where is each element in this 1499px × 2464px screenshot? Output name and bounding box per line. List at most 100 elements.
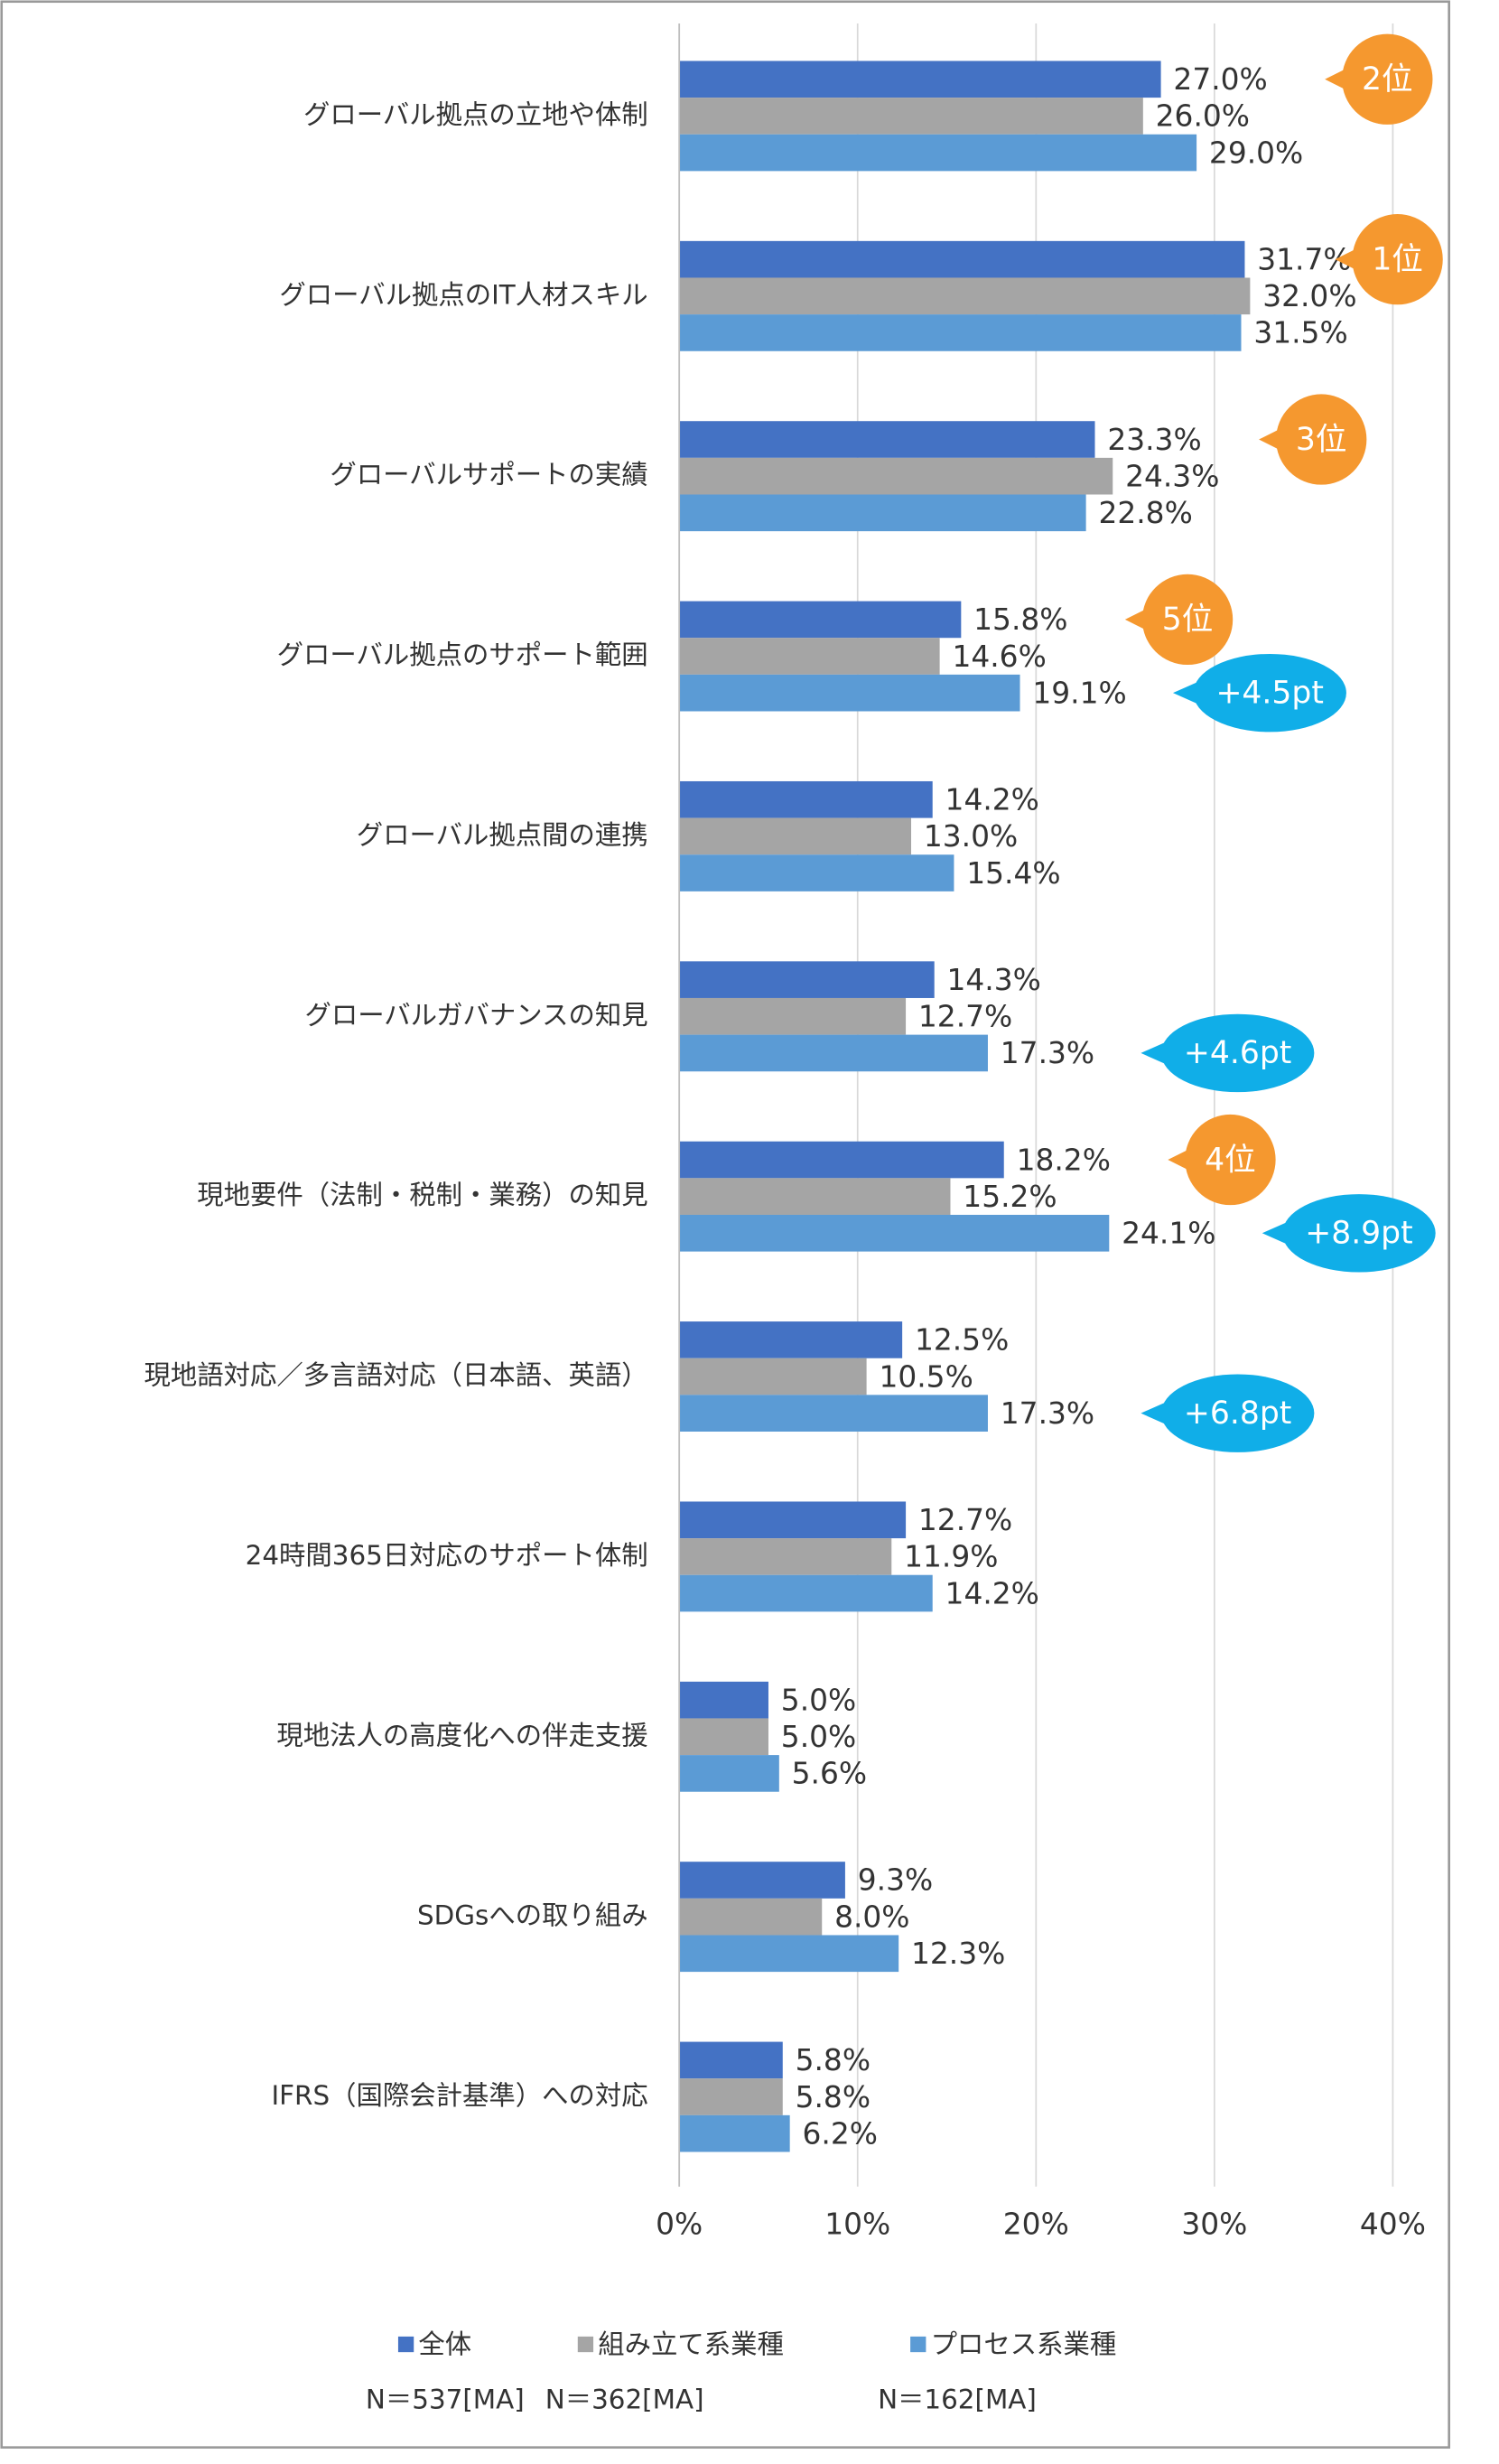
legend-label: プロセス系業種 xyxy=(931,2329,1117,2360)
category-label: 現地法人の高度化への伴走支援 xyxy=(276,1720,647,1750)
value-label: 13.0% xyxy=(924,819,1018,854)
diff-badge xyxy=(1193,653,1346,733)
bar xyxy=(679,98,1143,135)
value-label: 15.8% xyxy=(973,602,1067,637)
legend-label: 組み立て系業種 xyxy=(598,2329,784,2360)
value-label: 17.3% xyxy=(1001,1036,1094,1070)
category-label: グローバルガバナンスの知見 xyxy=(304,1000,647,1031)
value-label: 29.0% xyxy=(1209,135,1303,170)
category-label: SDGsへの取り組み xyxy=(417,1900,648,1931)
category-label: 現地要件（法制・税制・業務）の知見 xyxy=(197,1180,647,1210)
bar xyxy=(679,1395,988,1432)
value-label: 32.0% xyxy=(1262,279,1356,313)
legend-swatch xyxy=(397,2336,414,2353)
value-label: 26.0% xyxy=(1156,99,1250,134)
legend-sample: N＝162[MA] xyxy=(878,2384,1037,2414)
category-label: IFRS（国際会計基準）への対応 xyxy=(271,2080,647,2111)
value-label: 14.2% xyxy=(945,1576,1039,1610)
category-label: グローバルサポートの実績 xyxy=(330,460,647,490)
bar xyxy=(679,1141,1004,1179)
legend-label: 全体 xyxy=(418,2329,471,2360)
rank-badge xyxy=(1185,1114,1276,1206)
category-label: 現地語対応／多言語対応（日本語、英語） xyxy=(144,1360,647,1391)
value-label: 9.3% xyxy=(858,1863,933,1898)
bar xyxy=(679,2114,790,2152)
bar xyxy=(679,1718,768,1756)
x-tick-label: 20% xyxy=(1003,2207,1069,2242)
rank-badge xyxy=(1141,574,1234,666)
category-label: 24時間365日対応のサポート体制 xyxy=(246,1540,648,1571)
value-label: 5.0% xyxy=(781,1683,856,1717)
bar xyxy=(679,1178,951,1215)
value-label: 5.6% xyxy=(792,1757,867,1791)
value-label: 27.0% xyxy=(1173,62,1267,97)
bar xyxy=(679,1538,892,1575)
bar xyxy=(679,2078,783,2115)
bar xyxy=(679,601,962,639)
x-tick-label: 10% xyxy=(824,2207,890,2242)
bar xyxy=(679,1501,907,1539)
legend-sample: N＝362[MA] xyxy=(545,2384,704,2414)
value-label: 14.6% xyxy=(952,639,1046,674)
bar xyxy=(679,1214,1110,1252)
bar xyxy=(679,457,1113,495)
diff-badge xyxy=(1160,1374,1315,1452)
value-label: 23.3% xyxy=(1107,423,1201,457)
value-label: 5.8% xyxy=(796,2043,871,2077)
bar xyxy=(679,961,935,998)
diff-badge-label: +4.6pt xyxy=(1184,1035,1291,1071)
bar xyxy=(679,1898,823,1936)
category-label: グローバル拠点間の連携 xyxy=(357,819,648,850)
value-label: 17.3% xyxy=(1001,1396,1094,1431)
value-label: 18.2% xyxy=(1017,1143,1111,1177)
diff-badge-pointer xyxy=(1141,1400,1169,1426)
x-tick-label: 30% xyxy=(1181,2207,1247,2242)
bar xyxy=(679,2041,783,2079)
diff-badge-label: +6.8pt xyxy=(1184,1395,1291,1432)
value-label: 11.9% xyxy=(904,1540,998,1574)
value-label: 15.4% xyxy=(966,856,1060,891)
bar xyxy=(679,780,933,818)
bar xyxy=(679,421,1095,458)
value-label: 22.8% xyxy=(1098,496,1192,530)
legend-sample: N＝537[MA] xyxy=(366,2384,525,2414)
rank-badge xyxy=(1276,394,1367,485)
bar xyxy=(679,314,1242,351)
x-tick-label: 40% xyxy=(1360,2207,1426,2242)
x-tick-label: 0% xyxy=(656,2207,703,2242)
rank-badge xyxy=(1352,214,1443,305)
bar xyxy=(679,997,907,1035)
diff-badge-label: +4.5pt xyxy=(1215,675,1323,711)
value-label: 12.3% xyxy=(911,1937,1005,1971)
value-label: 12.7% xyxy=(918,1000,1012,1034)
value-label: 12.5% xyxy=(915,1323,1009,1358)
bar xyxy=(679,494,1086,532)
value-label: 10.5% xyxy=(879,1359,973,1394)
legend-swatch xyxy=(577,2336,594,2353)
category-label: グローバル拠点のサポート範囲 xyxy=(277,639,648,670)
bar xyxy=(679,854,954,891)
bar xyxy=(679,240,1245,278)
legend-swatch xyxy=(910,2336,926,2353)
bar xyxy=(679,277,1251,315)
bar xyxy=(679,1755,779,1792)
value-label: 19.1% xyxy=(1032,676,1126,710)
value-label: 6.2% xyxy=(803,2116,878,2151)
bar xyxy=(679,1321,903,1358)
bar xyxy=(679,1862,845,1899)
rank-badge-label: 2位 xyxy=(1362,61,1413,98)
rank-badge xyxy=(1342,33,1433,125)
rank-badge-label: 1位 xyxy=(1372,241,1423,277)
value-label: 14.3% xyxy=(947,963,1041,997)
rank-badge-label: 3位 xyxy=(1296,422,1347,458)
bar xyxy=(679,1034,988,1072)
value-label: 5.0% xyxy=(781,1720,856,1754)
value-label: 15.2% xyxy=(963,1180,1057,1214)
value-label: 24.3% xyxy=(1125,459,1219,493)
bar xyxy=(679,817,912,855)
value-label: 5.8% xyxy=(796,2080,871,2114)
bar xyxy=(679,1358,867,1395)
bar xyxy=(679,134,1197,172)
